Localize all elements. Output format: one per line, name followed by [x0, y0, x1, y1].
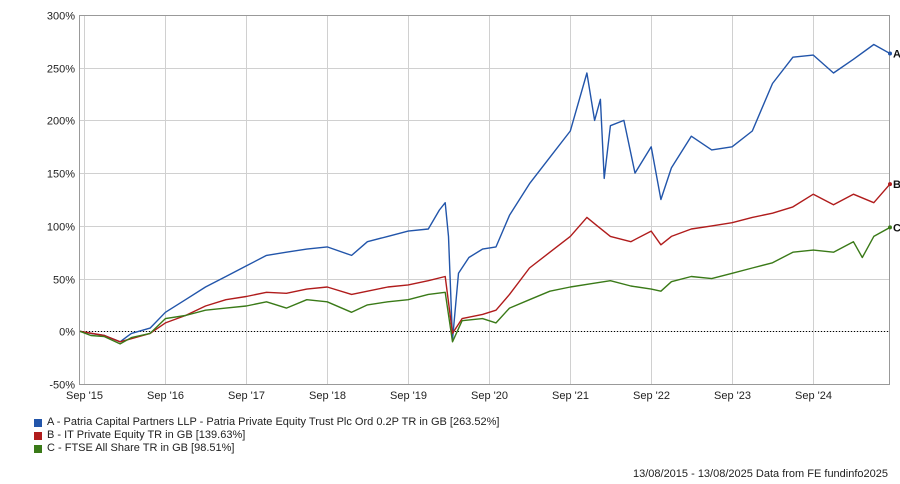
y-tick-label: 250%: [47, 64, 75, 76]
series-line-a: [79, 43, 891, 343]
legend-item-a[interactable]: A - Patria Capital Partners LLP - Patria…: [34, 416, 499, 429]
x-tick-label: Sep '15: [66, 390, 103, 402]
legend-item-b[interactable]: B - IT Private Equity TR in GB [139.63%]: [34, 429, 499, 442]
y-tick-label: 50%: [53, 275, 75, 287]
series-end-labels: A B C: [888, 48, 900, 234]
grid-lines: [80, 15, 890, 385]
legend: A - Patria Capital Partners LLP - Patria…: [34, 416, 499, 455]
y-tick-label: 100%: [47, 222, 75, 234]
chart-canvas: 300%250%200%150%100%50%0%-50% Sep '15 Sep…: [47, 11, 900, 403]
series-end-label-b: B: [893, 179, 900, 191]
y-tick-label: 300%: [47, 11, 75, 23]
x-tick-label: Sep '21: [552, 390, 589, 402]
series-end-point-b: [888, 182, 892, 187]
series-lines: [79, 43, 891, 345]
legend-label-a: A - Patria Capital Partners LLP - Patria…: [47, 416, 500, 428]
x-tick-label: Sep '17: [228, 390, 265, 402]
date-range-source-footer: 13/08/2015 - 13/08/2025 Data from FE fun…: [632, 468, 888, 480]
x-tick-label: Sep '19: [390, 390, 427, 402]
series-end-point-a: [888, 51, 892, 56]
series-line-c: [79, 226, 891, 345]
series-end-label-c: C: [893, 222, 900, 234]
y-tick-label: 150%: [47, 169, 75, 181]
series-end-point-c: [888, 225, 892, 230]
x-tick-label: Sep '20: [471, 390, 508, 402]
x-tick-label: Sep '22: [633, 390, 670, 402]
y-axis-ticks: 300% 250% 200% 150% 100% 50% 0% -50%: [47, 11, 75, 392]
legend-label-c: C - FTSE All Share TR in GB [98.51%]: [47, 442, 235, 454]
series-end-label-a: A: [893, 48, 900, 60]
y-tick-label: 200%: [47, 116, 75, 128]
x-tick-label: Sep '16: [147, 390, 184, 402]
x-tick-label: Sep '23: [714, 390, 751, 402]
y-tick-label: 0%: [59, 327, 75, 339]
x-tick-label: Sep '24: [795, 390, 832, 402]
legend-swatch-a: [34, 418, 42, 427]
series-line-b: [79, 183, 891, 343]
y-tick-label: -50%: [49, 380, 75, 392]
legend-label-b: B - IT Private Equity TR in GB [139.63%]: [47, 429, 246, 441]
legend-swatch-c: [34, 444, 42, 453]
legend-item-c[interactable]: C - FTSE All Share TR in GB [98.51%]: [34, 442, 499, 455]
legend-swatch-b: [34, 431, 42, 440]
x-tick-label: Sep '18: [309, 390, 346, 402]
plot-area-border: [79, 15, 890, 385]
x-axis-ticks: Sep '15 Sep '16 Sep '17 Sep '18 Sep '19 Sep '…: [66, 390, 832, 402]
